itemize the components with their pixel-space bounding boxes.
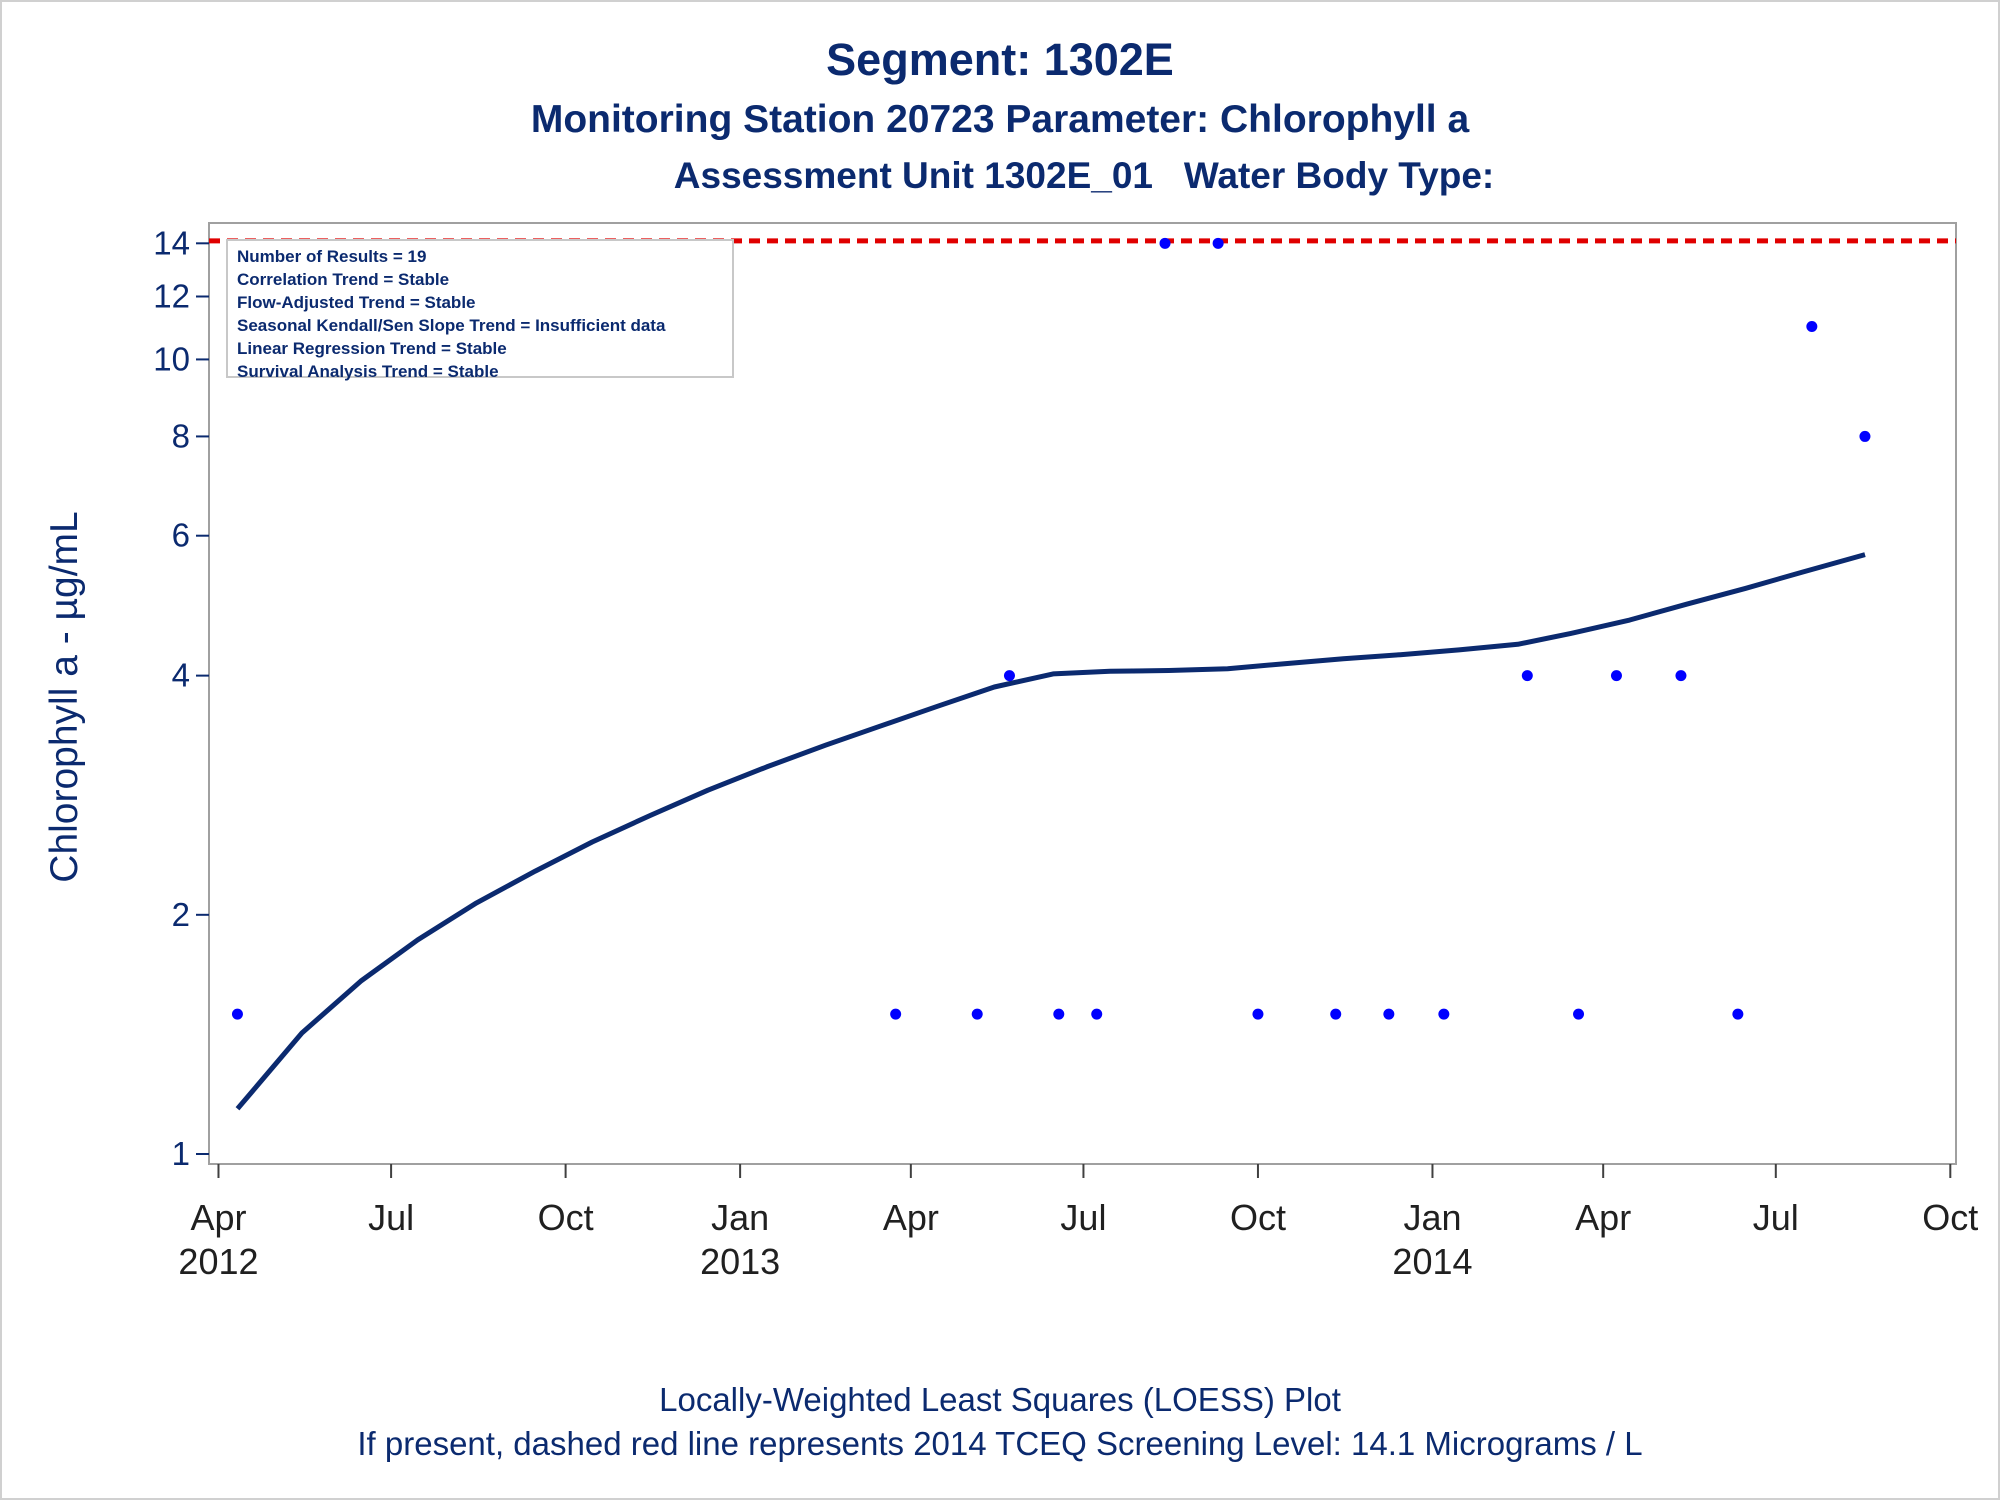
data-point	[1675, 670, 1687, 682]
data-point	[890, 1008, 902, 1020]
data-point	[1091, 1008, 1103, 1020]
y-axis-label: Chlorophyll a - µg/mL	[43, 511, 86, 882]
data-point	[1053, 1008, 1065, 1020]
stats-line-results: Number of Results = 19	[237, 247, 427, 266]
data-point	[231, 1008, 243, 1020]
data-point	[1806, 321, 1818, 333]
stats-line-flow-adjusted: Flow-Adjusted Trend = Stable	[237, 293, 476, 312]
y-tick-label: 6	[172, 517, 190, 554]
chart-subtitle-2: Assessment Unit 1302E_01 Water Body Type…	[673, 155, 1495, 196]
data-point	[1212, 237, 1224, 249]
data-point	[1438, 1008, 1450, 1020]
data-point	[971, 1008, 983, 1020]
data-point	[1610, 670, 1622, 682]
y-tick-label: 12	[153, 278, 190, 315]
x-tick-label-month: Jul	[1753, 1197, 1799, 1238]
x-tick-label-month: Apr	[190, 1197, 246, 1238]
footnote-screening-level: If present, dashed red line represents 2…	[357, 1425, 1643, 1462]
data-point	[1252, 1008, 1264, 1020]
y-tick-label: 10	[153, 340, 190, 377]
y-tick-label: 1	[172, 1135, 190, 1172]
chart-title: Segment: 1302E	[826, 34, 1174, 85]
stats-line-correlation: Correlation Trend = Stable	[237, 270, 450, 289]
x-tick-label-month: Jan	[1403, 1197, 1461, 1238]
y-tick-label: 14	[153, 224, 190, 261]
x-tick-label-month: Jan	[711, 1197, 769, 1238]
x-tick-label-month: Apr	[883, 1197, 939, 1238]
data-point	[1003, 670, 1015, 682]
x-tick-label-month: Oct	[538, 1197, 594, 1238]
data-point	[1859, 430, 1871, 442]
data-point	[1383, 1008, 1395, 1020]
y-tick-label: 2	[172, 896, 190, 933]
x-tick-label-month: Oct	[1230, 1197, 1286, 1238]
footnote-loess: Locally-Weighted Least Squares (LOESS) P…	[659, 1381, 1341, 1418]
loess-line	[235, 552, 1866, 1111]
stats-line-seasonal-kendall: Seasonal Kendall/Sen Slope Trend = Insuf…	[237, 316, 666, 335]
x-tick-label-month: Apr	[1575, 1197, 1631, 1238]
trend-stats-box: Number of Results = 19 Correlation Trend…	[226, 239, 734, 381]
data-point	[1521, 670, 1533, 682]
data-point	[1330, 1008, 1342, 1020]
x-tick-label-month: Jul	[1060, 1197, 1106, 1238]
data-point	[1159, 237, 1171, 249]
x-tick-label-year: 2014	[1392, 1241, 1472, 1282]
y-tick-label: 8	[172, 417, 190, 454]
x-tick-label-month: Oct	[1922, 1197, 1978, 1238]
stats-line-survival: Survival Analysis Trend = Stable	[237, 362, 499, 381]
x-tick-label-month: Jul	[368, 1197, 414, 1238]
x-tick-label-year: 2013	[700, 1241, 780, 1282]
data-point	[1573, 1008, 1585, 1020]
y-tick-label: 4	[172, 657, 190, 694]
stats-line-linear-regression: Linear Regression Trend = Stable	[237, 339, 507, 358]
x-tick-label-year: 2012	[178, 1241, 258, 1282]
chart-subtitle: Monitoring Station 20723 Parameter: Chlo…	[530, 98, 1470, 141]
data-point	[1732, 1008, 1744, 1020]
